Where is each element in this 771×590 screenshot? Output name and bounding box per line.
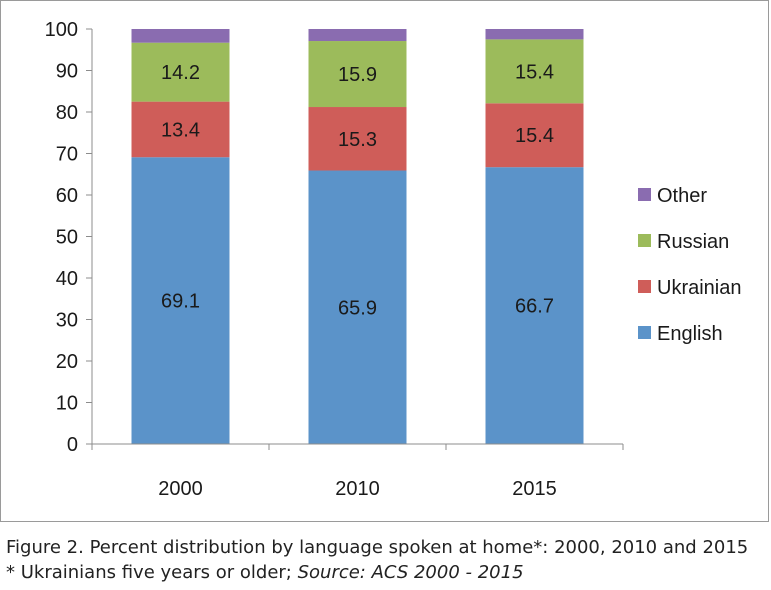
data-label-ukrainian-2015: 15.4 [515,125,554,147]
bar-english-2010 [308,170,407,444]
legend-swatch-english [638,326,651,339]
x-tick-label-2015: 2015 [512,478,557,500]
x-tick-label-2000: 2000 [158,478,203,500]
legend-label-ukrainian: Ukrainian [657,277,741,299]
bar-ukrainian-2010 [308,107,407,171]
bar-english-2000 [131,157,230,445]
source-text: Source: ACS 2000 - 2015 [297,562,524,583]
y-tick-label: 20 [56,351,78,373]
chart-frame: 69.1 13.4 14.2 65.9 15.3 15.9 66.7 15.4 15.4 0 10 2… [0,0,769,522]
y-tick-label: 70 [56,144,78,166]
legend-swatch-other [638,188,651,201]
bar-russian-2015 [485,39,584,104]
y-tick-label: 50 [56,227,78,249]
bar-russian-2010 [308,41,407,108]
y-tick-label: 0 [67,434,78,456]
data-label-ukrainian-2000: 13.4 [161,119,200,141]
data-label-english-2010: 65.9 [338,297,377,319]
legend-swatch-russian [638,234,651,247]
figure-caption: Figure 2. Percent distribution by langua… [6,537,748,558]
bar-other-2015 [485,29,584,40]
data-label-english-2015: 66.7 [515,296,554,318]
legend-label-other: Other [657,185,707,207]
y-tick-label: 30 [56,310,78,332]
legend-label-english: English [657,323,723,345]
legend-label-russian: Russian [657,231,729,253]
y-tick-label: 60 [56,185,78,207]
y-tick-label: 80 [56,102,78,124]
figure-footnote: * Ukrainians five years or older; Source… [6,562,524,583]
data-label-ukrainian-2010: 15.3 [338,129,377,151]
data-label-russian-2010: 15.9 [338,64,377,86]
footnote-text: * Ukrainians five years or older; [6,562,292,583]
y-tick-label: 90 [56,61,78,83]
data-label-russian-2000: 14.2 [161,62,200,84]
caption-text: Figure 2. Percent distribution by langua… [6,537,749,558]
bar-ukrainian-2000 [131,101,230,158]
legend-swatch-ukrainian [638,280,651,293]
bar-ukrainian-2015 [485,103,584,168]
y-tick-label: 40 [56,268,78,290]
y-tick-label: 10 [56,393,78,415]
data-label-english-2000: 69.1 [161,291,200,313]
bar-other-2010 [308,29,407,42]
y-tick-label: 100 [45,19,78,41]
x-tick-label-2010: 2010 [335,478,380,500]
bar-russian-2000 [131,42,230,102]
bar-other-2000 [131,29,230,43]
data-label-russian-2015: 15.4 [515,61,554,83]
bar-english-2015 [485,167,584,444]
stacked-bar-chart: 69.1 13.4 14.2 65.9 15.3 15.9 66.7 15.4 15.4 0 10 2… [45,19,742,500]
